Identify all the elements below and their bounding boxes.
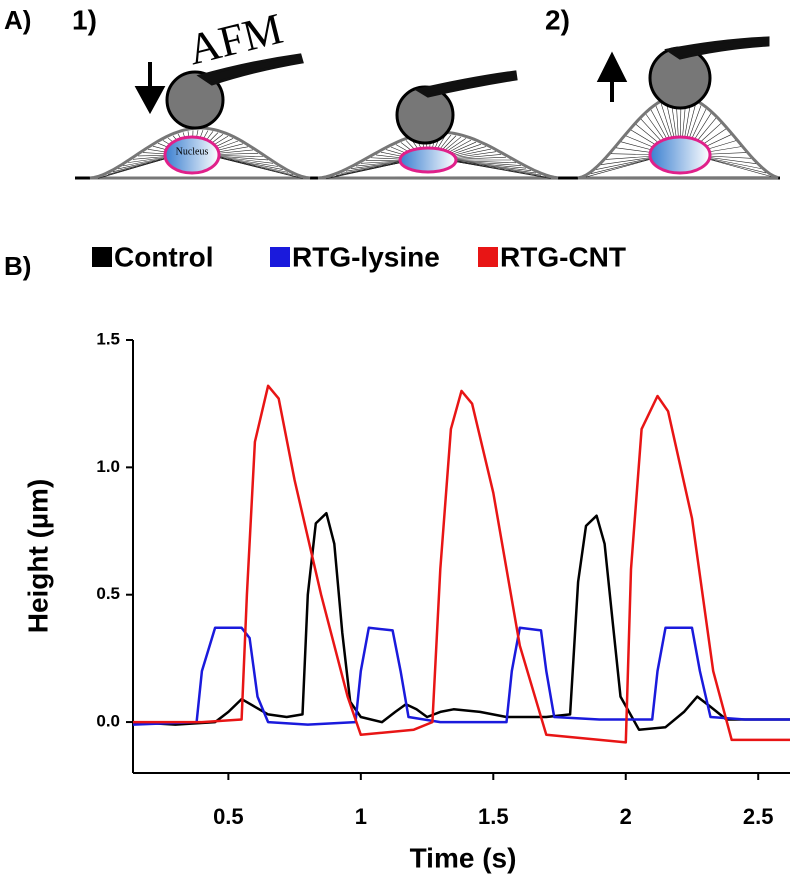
x-tick-label: 0.5	[213, 804, 244, 829]
cantilever	[664, 36, 770, 60]
x-tick-label: 1.5	[478, 804, 509, 829]
y-tick-label: 1.5	[96, 329, 120, 348]
x-tick-label: 2.5	[743, 804, 774, 829]
panel-a: A) 1) 2) AFM Nucleus	[4, 4, 780, 180]
nucleus	[163, 135, 221, 175]
legend-swatch	[270, 247, 290, 267]
legend-swatch	[92, 247, 112, 267]
series-line	[132, 626, 790, 726]
x-tick-label: 2	[620, 804, 632, 829]
y-tick-label: 0.5	[96, 584, 120, 603]
series-line	[132, 511, 790, 731]
probe-bead	[165, 70, 225, 130]
legend-label: RTG-CNT	[500, 241, 626, 272]
y-tick-label: 1.0	[96, 457, 120, 476]
series-line	[133, 384, 790, 744]
x-tick-label: 1	[355, 804, 367, 829]
y-axis-title: Height (µm)	[22, 479, 53, 634]
arrow-down	[134, 62, 166, 115]
panel-label: A)	[4, 5, 31, 35]
step-label: 2)	[545, 4, 570, 35]
y-tick-label: 0.0	[96, 712, 120, 731]
cytoskeleton	[446, 159, 552, 179]
nucleus	[648, 135, 712, 175]
arrow-up	[596, 51, 628, 102]
cantilever	[414, 70, 518, 98]
nucleus	[398, 146, 458, 174]
nucleus-label: Nucleus	[176, 146, 209, 157]
legend-label: Control	[114, 241, 214, 272]
x-axis-title: Time (s)	[410, 842, 517, 873]
cantilever	[196, 53, 304, 86]
legend-swatch	[478, 247, 498, 267]
legend-label: RTG-lysine	[292, 241, 440, 272]
panel-label: B)	[4, 251, 31, 281]
step-label: 1)	[72, 4, 97, 35]
cytoskeleton	[208, 154, 304, 180]
